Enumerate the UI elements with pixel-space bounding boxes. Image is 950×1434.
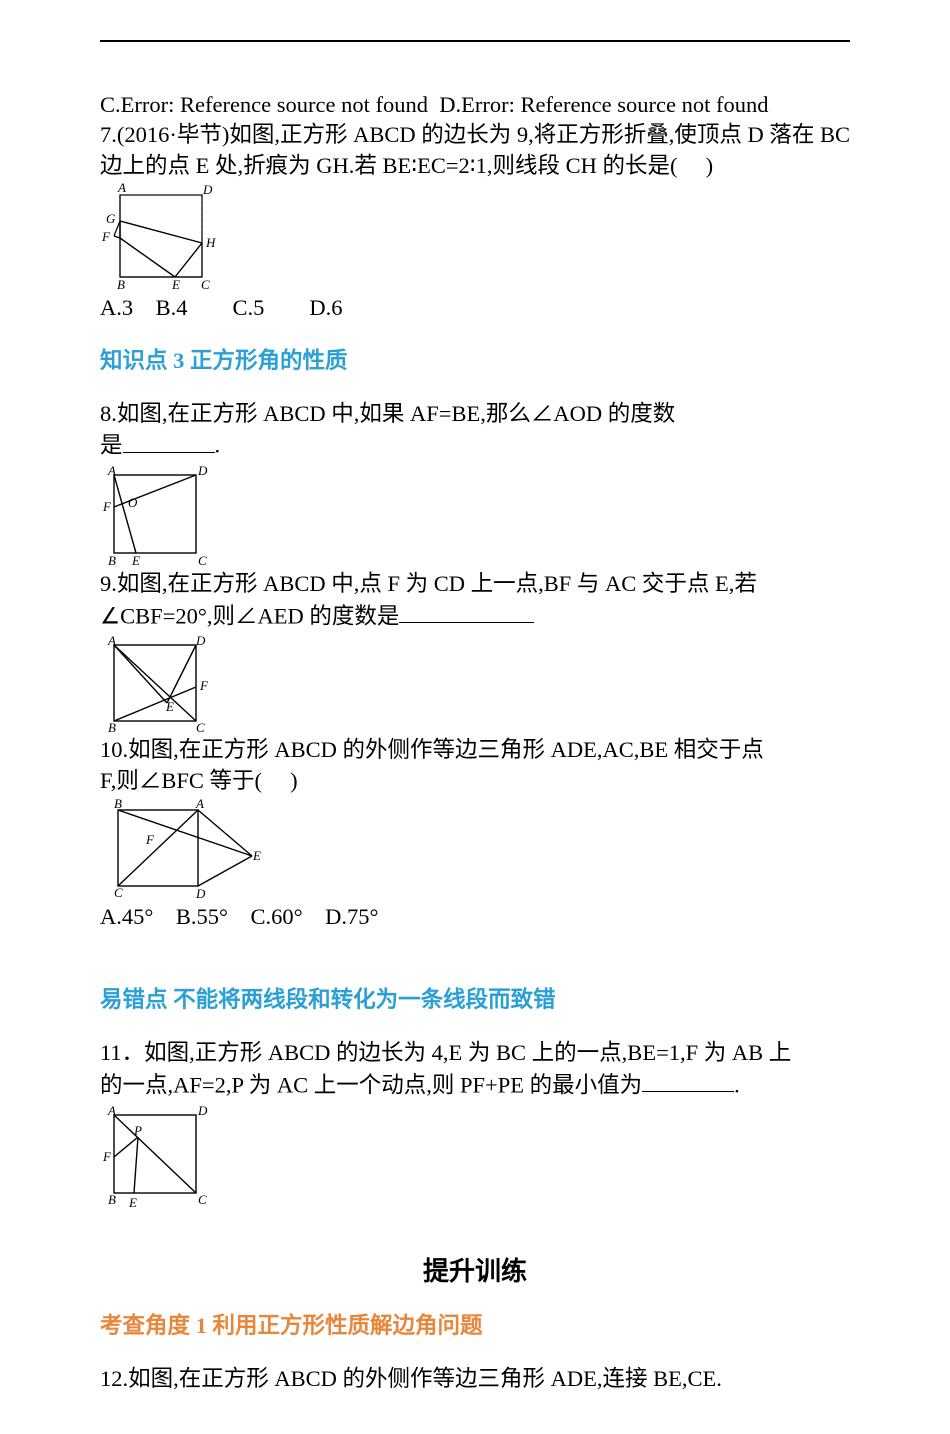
error-point: 易错点 不能将两线段和转化为一条线段而致错 — [100, 985, 850, 1015]
q8-text-b: 是. — [100, 429, 850, 461]
svg-text:E: E — [171, 277, 180, 291]
svg-text:P: P — [133, 1123, 142, 1138]
svg-text:C: C — [201, 277, 210, 291]
svg-text:E: E — [128, 1195, 137, 1210]
q8-figure: A D F O B E C — [100, 463, 218, 567]
q9-prefix: ∠CBF=20°,则∠AED 的度数是 — [100, 603, 399, 628]
q9-text-b: ∠CBF=20°,则∠AED 的度数是 — [100, 600, 850, 632]
svg-text:O: O — [128, 495, 138, 510]
svg-text:H: H — [205, 235, 216, 250]
q10-options: A.45° B.55° C.60° D.75° — [100, 902, 850, 932]
q8-blank — [123, 429, 215, 453]
svg-text:B: B — [108, 553, 116, 567]
q11-blank — [642, 1069, 734, 1093]
page: C.Error: Reference source not found D.Er… — [0, 0, 950, 1434]
svg-text:F: F — [199, 678, 209, 693]
q8-text-a: 8.如图,在正方形 ABCD 中,如果 AF=BE,那么∠AOD 的度数 — [100, 399, 850, 429]
svg-text:A: A — [195, 798, 204, 811]
spacer — [100, 933, 850, 963]
q9-text-a: 9.如图,在正方形 ABCD 中,点 F 为 CD 上一点,BF 与 AC 交于… — [100, 569, 850, 599]
svg-text:G: G — [106, 211, 116, 226]
svg-text:F: F — [102, 1149, 112, 1164]
svg-text:C: C — [196, 720, 205, 733]
q11-suffix: . — [734, 1072, 740, 1097]
svg-text:C: C — [114, 885, 123, 900]
svg-text:E: E — [165, 699, 174, 714]
svg-text:D: D — [195, 633, 206, 648]
q7-figure: A D GF H B E C — [100, 183, 222, 291]
q6-option-c: C.Error: Reference source not found — [100, 92, 428, 117]
q10-figure: B A F E C D — [100, 798, 270, 900]
svg-text:F: F — [102, 499, 112, 514]
svg-text:B: B — [108, 720, 116, 733]
q9-blank — [399, 600, 534, 624]
svg-text:A: A — [107, 633, 116, 648]
q7-options: A.3 B.4 C.5 D.6 — [100, 293, 850, 323]
svg-text:B: B — [108, 1192, 116, 1207]
q6-option-d: D.Error: Reference source not found — [439, 92, 768, 117]
q9-figure: A D F E B C — [100, 633, 218, 733]
knowledge-point-3: 知识点 3 正方形角的性质 — [100, 346, 850, 376]
q6-options: C.Error: Reference source not found D.Er… — [100, 90, 850, 120]
q11-figure: A D P F BE C — [100, 1103, 218, 1211]
svg-text:A: A — [107, 463, 116, 478]
svg-text:F: F — [101, 229, 111, 244]
svg-text:D: D — [197, 463, 208, 478]
svg-text:C: C — [198, 553, 207, 567]
q11-text-a: 11．如图,正方形 ABCD 的边长为 4,E 为 BC 上的一点,BE=1,F… — [100, 1038, 850, 1068]
svg-text:F: F — [145, 832, 155, 847]
top-rule — [100, 40, 850, 42]
svg-text:B: B — [117, 277, 125, 291]
elevate-heading: 提升训练 — [100, 1251, 850, 1288]
q7-text: 7.(2016·毕节)如图,正方形 ABCD 的边长为 9,将正方形折叠,使顶点… — [100, 120, 850, 181]
svg-text:D: D — [202, 183, 213, 197]
svg-text:C: C — [198, 1192, 207, 1207]
exam-angle-1: 考查角度 1 利用正方形性质解边角问题 — [100, 1310, 850, 1342]
svg-text:B: B — [114, 798, 122, 811]
q8-suffix: . — [215, 433, 221, 458]
q11-prefix: 的一点,AF=2,P 为 AC 上一个动点,则 PF+PE 的最小值为 — [100, 1072, 642, 1097]
svg-text:E: E — [252, 848, 261, 863]
svg-text:A: A — [107, 1103, 116, 1118]
svg-text:A: A — [117, 183, 126, 195]
q11-text-b: 的一点,AF=2,P 为 AC 上一个动点,则 PF+PE 的最小值为. — [100, 1069, 850, 1101]
q12-text: 12.如图,在正方形 ABCD 的外侧作等边三角形 ADE,连接 BE,CE. — [100, 1364, 850, 1394]
svg-text:E: E — [131, 553, 140, 567]
q10-text-b: F,则∠BFC 等于( ) — [100, 766, 850, 796]
q8-prefix: 是 — [100, 433, 123, 458]
svg-text:D: D — [197, 1103, 208, 1118]
q10-text-a: 10.如图,在正方形 ABCD 的外侧作等边三角形 ADE,AC,BE 相交于点 — [100, 735, 850, 765]
svg-text:D: D — [195, 886, 206, 900]
